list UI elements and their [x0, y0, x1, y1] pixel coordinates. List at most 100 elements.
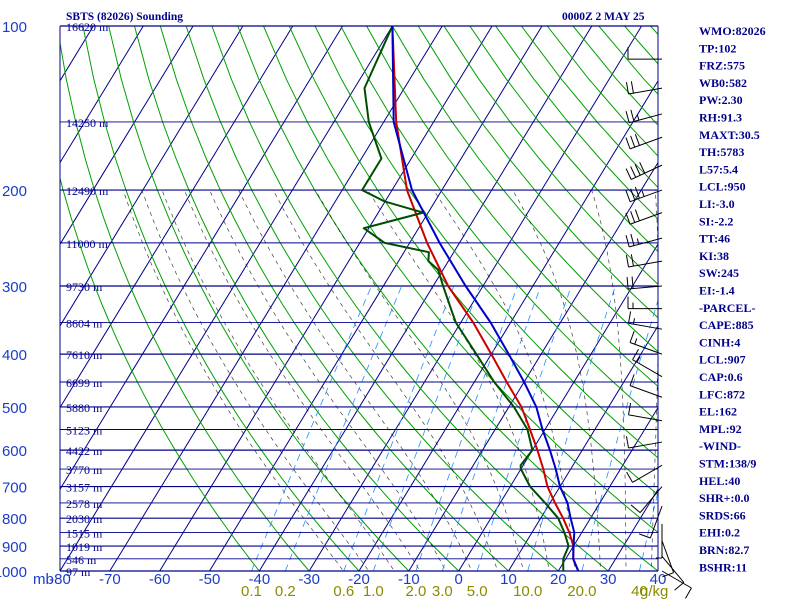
wind-barb-flag	[625, 137, 631, 150]
height-labels: 16620 m 14250 m 12490 m 11000 m 9730 m 8604 m…	[66, 20, 109, 579]
wind-barb-shaft	[629, 136, 663, 150]
isotherm-line	[408, 161, 658, 571]
wind-barb	[625, 81, 663, 95]
isotherm-line	[109, 26, 443, 571]
mixing-ratio-tick-label: 0.1	[241, 583, 262, 600]
wind-barb-shaft	[628, 87, 663, 95]
pressure-tick-label: 200	[2, 183, 27, 200]
index-line: CINH:4	[699, 335, 740, 349]
wind-barb-shaft	[629, 113, 663, 124]
mixing-ratio-tick-label: 3.0	[432, 583, 453, 600]
wind-barb-flag	[685, 587, 692, 599]
mixing-ratio-line	[638, 490, 658, 571]
wind-barb-flag	[625, 255, 630, 268]
moist-adiabat-line	[315, 189, 524, 571]
wind-barb-flag	[634, 164, 641, 176]
wind-barb-flag	[628, 402, 632, 415]
wind-barb-flag	[674, 582, 685, 591]
wind-barb	[638, 505, 663, 539]
moist-adiabat-line	[161, 189, 395, 571]
pressure-tick-label: 400	[2, 347, 27, 364]
temperature-tick-label: -40	[248, 571, 270, 588]
height-label: 3157 m	[66, 481, 103, 495]
index-line: FRZ:575	[699, 59, 745, 73]
isotherm-line	[508, 324, 658, 571]
height-label: 9730 m	[66, 280, 103, 294]
isotherm-line	[657, 570, 658, 571]
index-line: LFC:872	[699, 387, 745, 401]
wind-barb-half-flag	[641, 190, 645, 197]
wind-barb-shaft	[661, 556, 685, 583]
wind-barb-shaft	[628, 414, 663, 422]
wind-barb-shaft	[628, 322, 663, 330]
pressure-unit-label: mb	[33, 571, 54, 588]
mixing-ratio-tick-label: 0.2	[275, 583, 296, 600]
moist-adiabat-line	[184, 189, 421, 571]
height-label: 12490 m	[66, 184, 109, 198]
wind-barb-flag	[638, 533, 651, 539]
moist-adiabat-line	[238, 189, 473, 571]
mixing-ratio-labels: 0.1 0.2 0.6 1.0 2.0 3.0 5.0 10.0 20.0 40	[241, 583, 648, 600]
dry-adiabat-line	[60, 176, 260, 571]
wind-barb-flag	[625, 235, 630, 248]
pressure-tick-label: 500	[2, 400, 27, 417]
isotherm-line	[557, 406, 658, 571]
mixing-ratio-tick-label: 5.0	[467, 583, 488, 600]
index-line: TH:5783	[699, 145, 744, 159]
background-lines	[60, 26, 658, 571]
wind-barb-half-flag	[632, 318, 635, 325]
isotherm-line	[209, 26, 543, 571]
pressure-tick-label: 800	[2, 511, 27, 528]
wind-barb-shaft	[628, 285, 663, 290]
mixing-ratio-line	[581, 299, 658, 571]
temperature-tick-label: -80	[49, 571, 71, 588]
temperature-tick-label: 0	[454, 571, 462, 588]
wind-barb-flag	[626, 276, 629, 290]
moist-adiabat-line	[367, 189, 550, 571]
dry-adiabat-line	[469, 26, 658, 253]
wind-barb-flag	[634, 209, 640, 221]
temperature-tick-labels: -80 -70 -60 -50 -40 -30 -20 -10 0 10 20 30 40	[49, 571, 666, 588]
dry-adiabat-line	[443, 26, 658, 285]
height-label: 8604 m	[66, 317, 103, 331]
wind-barb-flag	[630, 504, 641, 514]
index-line: EI:-1.4	[699, 284, 735, 298]
index-line: LCL:907	[699, 353, 746, 367]
isotherm-line	[358, 79, 658, 571]
mixing-ratio-line	[527, 285, 616, 571]
wind-barb-flag	[629, 374, 635, 386]
height-label: 7610 m	[66, 348, 103, 362]
wind-barb-flag	[628, 311, 632, 324]
index-line: BRN:82.7	[699, 543, 749, 557]
dry-adiabat-line	[211, 26, 609, 571]
temperature-tick-label: 40	[650, 571, 667, 588]
isotherm-line	[60, 26, 194, 246]
index-line: SHR+:0.0	[699, 491, 750, 505]
wind-barb	[627, 47, 662, 60]
mixing-ratio-tick-label: 10.0	[513, 583, 542, 600]
wind-barb	[625, 209, 663, 225]
mixing-ratio-tick-label: 0.6	[333, 583, 354, 600]
dry-adiabat-line	[417, 26, 658, 319]
dry-adiabat-line	[340, 26, 658, 423]
wind-barb-flag	[630, 188, 636, 201]
mixing-ratio-tick-label: 1.0	[363, 583, 384, 600]
dry-adiabat-line	[60, 39, 310, 571]
mixing-ratio-tick-label: 2.0	[405, 583, 426, 600]
isotherm-line	[60, 26, 393, 571]
index-line: MPL:92	[699, 422, 742, 436]
pressure-tick-labels: 100 200 300 400 500 600 700 800 900 1000	[0, 19, 27, 581]
dry-adiabat-line	[366, 26, 658, 388]
mixing-ratio-unit-label: g/kg	[640, 583, 668, 600]
wind-barb	[625, 162, 663, 180]
wind-barb-flag	[625, 111, 630, 123]
dewpoint-profile-line	[361, 26, 570, 571]
wind-barb	[625, 254, 663, 268]
isobars	[59, 25, 659, 572]
height-label: 546 m	[66, 553, 97, 567]
height-label: 14250 m	[66, 116, 109, 130]
height-label: 5123 m	[66, 423, 103, 437]
index-line: KI:38	[699, 249, 729, 263]
dry-adiabat-line	[546, 26, 658, 157]
